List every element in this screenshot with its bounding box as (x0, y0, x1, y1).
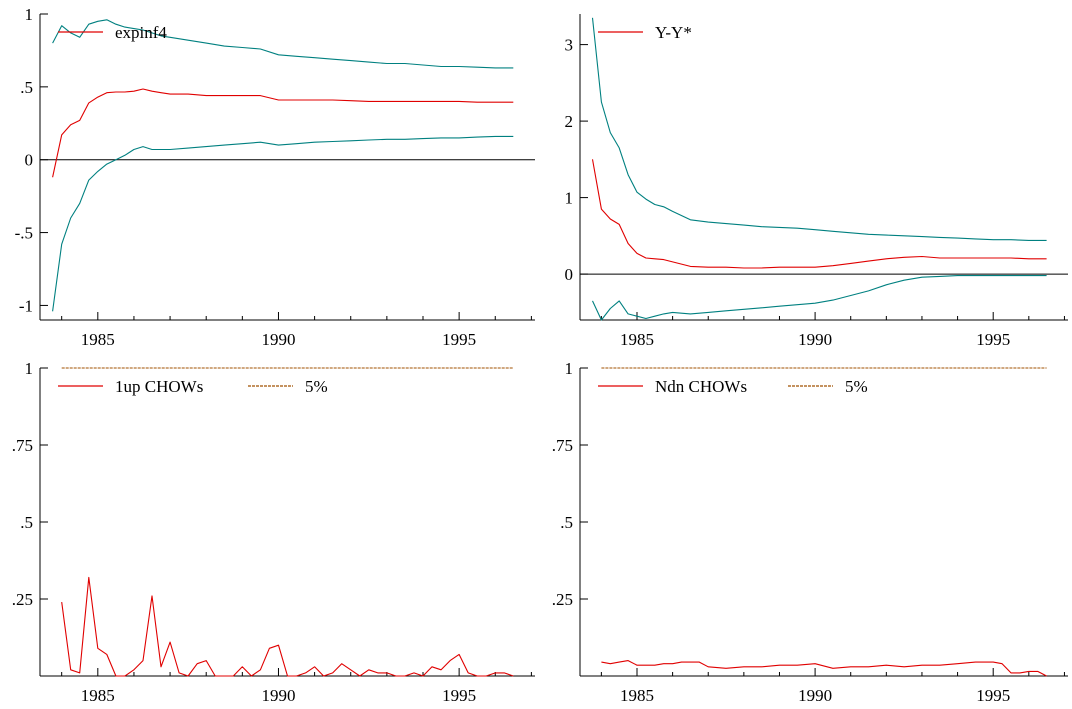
x-tick-label: 1990 (798, 330, 832, 349)
y-tick-label: .25 (12, 590, 33, 609)
y-tick-label: 1 (565, 189, 574, 208)
legend-label: Y-Y* (655, 23, 692, 42)
legend-label: 5% (845, 377, 868, 396)
legend-label: Ndn CHOWs (655, 377, 747, 396)
x-tick-label: 1995 (976, 330, 1010, 349)
series-line-lower-band (52, 135, 514, 312)
y-tick-label: -.5 (15, 224, 33, 243)
y-tick-label: .5 (560, 513, 573, 532)
y-tick-label: 3 (565, 36, 574, 55)
chart-panel-expinf4: 1985 1990 1995 -1 -.5 0 .5 1 expinf4 (15, 5, 535, 349)
chart-panel-ndn-chow: 1985 1990 1995 .25 .5 .75 1 Ndn CHOWs 5% (552, 359, 1068, 705)
x-tick-label: 1995 (442, 686, 476, 705)
y-tick-label: .5 (20, 78, 33, 97)
x-tick-label: 1990 (798, 686, 832, 705)
chart-panel-1up-chow: 1985 1990 1995 .25 .5 .75 1 1up CHOWs 5% (12, 359, 535, 705)
x-tick-label: 1985 (620, 330, 654, 349)
y-tick-label: -1 (19, 296, 33, 315)
y-tick-label: 1 (565, 359, 574, 378)
x-tick-label: 1995 (442, 330, 476, 349)
legend-label: 1up CHOWs (115, 377, 203, 396)
x-tick-label: 1985 (620, 686, 654, 705)
y-tick-label: 1 (25, 5, 34, 24)
y-tick-label: .75 (12, 436, 33, 455)
series-line-upper-band (52, 19, 514, 69)
chart-panel-y-gap: 1985 1990 1995 0 1 2 3 Y-Y* (565, 14, 1068, 349)
y-tick-label: 2 (565, 112, 574, 131)
y-tick-label: 1 (25, 359, 34, 378)
x-tick-label: 1995 (976, 686, 1010, 705)
series-line-y-y (591, 159, 1047, 269)
x-tick-label: 1985 (81, 330, 115, 349)
series-line-expinf4 (52, 88, 514, 178)
series-line-1up-chows (61, 576, 514, 677)
legend-label: 5% (305, 377, 328, 396)
series-line-lower-band (592, 275, 1047, 321)
y-tick-label: 0 (565, 265, 574, 284)
legend-label: expinf4 (115, 23, 167, 42)
x-tick-label: 1990 (261, 686, 295, 705)
y-tick-label: 0 (25, 151, 34, 170)
series-line-upper-band (591, 17, 1047, 241)
y-tick-label: .5 (20, 513, 33, 532)
y-tick-label: .25 (552, 590, 573, 609)
series-line-ndn-chows (601, 660, 1047, 677)
y-tick-label: .75 (552, 436, 573, 455)
x-tick-label: 1990 (261, 330, 295, 349)
x-tick-label: 1985 (81, 686, 115, 705)
